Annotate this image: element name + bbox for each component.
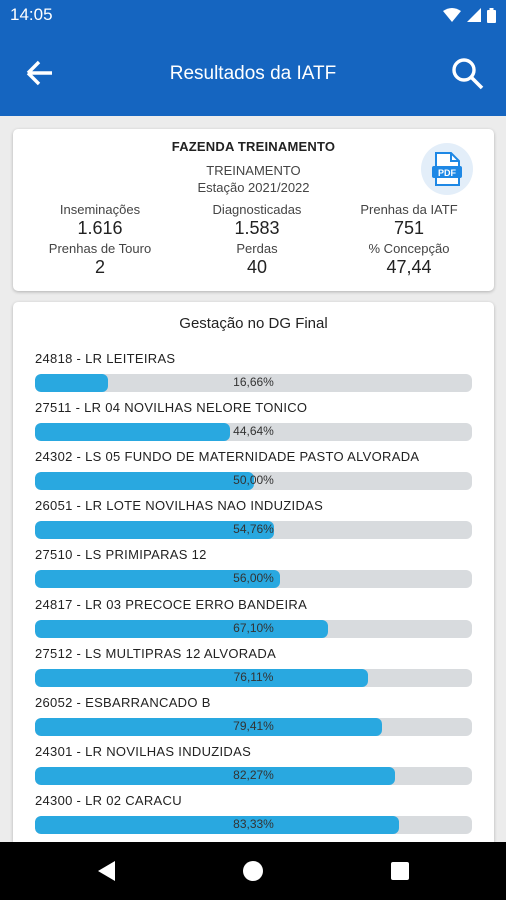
- stat-value: 40: [246, 257, 268, 277]
- list-heading: Gestação no DG Final: [179, 315, 328, 332]
- stat-label: Prenhas de Touro: [48, 241, 152, 256]
- stat-bull-pregnant: Prenhas de Touro 2: [20, 241, 180, 278]
- progress-fill: [35, 374, 108, 392]
- summary-card: FAZENDA TREINAMENTO TREINAMENTO Estação …: [13, 129, 494, 291]
- list-item[interactable]: 27510 - LS PRIMIPARAS 12 56,00%: [35, 547, 472, 596]
- system-navigation-bar: [0, 842, 506, 900]
- farm-name: FAZENDA TREINAMENTO: [171, 139, 336, 154]
- progress-fill: [35, 521, 275, 539]
- group-name: TREINAMENTO: [206, 163, 301, 178]
- progress-track: 50,00%: [35, 472, 472, 490]
- stat-losses: Perdas 40: [177, 241, 337, 278]
- nav-recents-icon[interactable]: [388, 859, 412, 883]
- progress-track: 79,41%: [35, 718, 472, 736]
- progress-track: 16,66%: [35, 374, 472, 392]
- progress-fill: [35, 767, 395, 785]
- list-item[interactable]: 27512 - LS MULTIPRAS 12 ALVORADA 76,11%: [35, 646, 472, 695]
- progress-fill: [35, 472, 254, 490]
- list-item[interactable]: 27511 - LR 04 NOVILHAS NELORE TONICO 44,…: [35, 400, 472, 449]
- stat-label: % Concepção: [368, 241, 450, 256]
- search-icon: [452, 58, 484, 90]
- pdf-icon: PDF: [432, 152, 462, 186]
- nav-back-icon[interactable]: [95, 859, 119, 883]
- progress-fill: [35, 570, 280, 588]
- export-pdf-button[interactable]: PDF: [421, 143, 473, 195]
- stat-value: 751: [393, 218, 425, 238]
- lot-name: 24817 - LR 03 PRECOCE ERRO BANDEIRA: [35, 597, 308, 612]
- list-item[interactable]: 24302 - LS 05 FUNDO DE MATERNIDADE PASTO…: [35, 449, 472, 498]
- lot-name: 26052 - ESBARRANCADO B: [35, 695, 211, 710]
- progress-label: 56,00%: [233, 571, 274, 585]
- nav-home-icon[interactable]: [241, 859, 265, 883]
- lot-name: 24302 - LS 05 FUNDO DE MATERNIDADE PASTO…: [35, 449, 420, 464]
- lot-name: 27510 - LS PRIMIPARAS 12: [35, 547, 207, 562]
- progress-label: 44,64%: [233, 424, 274, 438]
- progress-label: 50,00%: [233, 473, 274, 487]
- page-title: Resultados da IATF: [169, 63, 337, 84]
- back-button[interactable]: [20, 55, 60, 91]
- stat-iatf-pregnant: Prenhas da IATF 751: [329, 202, 489, 239]
- cellular-signal-icon: [467, 8, 481, 22]
- app-bar: Resultados da IATF: [0, 30, 506, 116]
- stat-label: Perdas: [236, 241, 278, 256]
- lot-name: 27512 - LS MULTIPRAS 12 ALVORADA: [35, 646, 277, 661]
- list-item[interactable]: 26051 - LR LOTE NOVILHAS NAO INDUZIDAS 5…: [35, 498, 472, 547]
- list-item[interactable]: 24818 - LR LEITEIRAS 16,66%: [35, 351, 472, 400]
- list-item[interactable]: 24817 - LR 03 PRECOCE ERRO BANDEIRA 67,1…: [35, 597, 472, 646]
- stat-inseminations: Inseminações 1.616: [20, 202, 180, 239]
- lot-name: 27511 - LR 04 NOVILHAS NELORE TONICO: [35, 400, 308, 415]
- stat-label: Prenhas da IATF: [360, 202, 458, 217]
- status-bar: 14:05: [0, 0, 506, 30]
- progress-label: 79,41%: [233, 719, 274, 733]
- battery-icon: [487, 7, 496, 23]
- progress-label: 76,11%: [233, 670, 274, 684]
- progress-track: 54,76%: [35, 521, 472, 539]
- progress-track: 56,00%: [35, 570, 472, 588]
- progress-fill: [35, 816, 400, 834]
- stat-conception-rate: % Concepção 47,44: [329, 241, 489, 278]
- lot-name: 26051 - LR LOTE NOVILHAS NAO INDUZIDAS: [35, 498, 324, 513]
- progress-label: 83,33%: [233, 817, 274, 831]
- stat-label: Inseminações: [59, 202, 141, 217]
- stat-value: 2: [94, 257, 105, 277]
- progress-label: 82,27%: [233, 768, 274, 782]
- progress-track: 76,11%: [35, 669, 472, 687]
- progress-label: 16,66%: [233, 375, 274, 389]
- stat-label: Diagnosticadas: [212, 202, 302, 217]
- season-label: Estação 2021/2022: [197, 180, 310, 195]
- search-button[interactable]: [448, 54, 488, 92]
- stat-value: 47,44: [386, 257, 432, 277]
- progress-track: 82,27%: [35, 767, 472, 785]
- lot-name: 24301 - LR NOVILHAS INDUZIDAS: [35, 744, 252, 759]
- arrow-back-icon: [26, 60, 52, 86]
- progress-label: 67,10%: [233, 621, 274, 635]
- svg-text:PDF: PDF: [438, 168, 457, 178]
- gestation-list-card: Gestação no DG Final 24818 - LR LEITEIRA…: [13, 302, 494, 842]
- stat-value: 1.616: [77, 218, 123, 238]
- list-item[interactable]: 24301 - LR NOVILHAS INDUZIDAS 82,27%: [35, 744, 472, 793]
- list-item[interactable]: 24300 - LR 02 CARACU 83,33%: [35, 793, 472, 842]
- lot-name: 24300 - LR 02 CARACU: [35, 793, 182, 808]
- stat-value: 1.583: [234, 218, 280, 238]
- progress-track: 67,10%: [35, 620, 472, 638]
- progress-fill: [35, 669, 368, 687]
- status-icons: [443, 7, 496, 23]
- progress-fill: [35, 620, 329, 638]
- progress-fill: [35, 718, 383, 736]
- stat-diagnosed: Diagnosticadas 1.583: [177, 202, 337, 239]
- progress-track: 83,33%: [35, 816, 472, 834]
- wifi-icon: [443, 8, 461, 22]
- list-item[interactable]: 26052 - ESBARRANCADO B 79,41%: [35, 695, 472, 744]
- progress-label: 54,76%: [233, 522, 274, 536]
- progress-track: 44,64%: [35, 423, 472, 441]
- status-time: 14:05: [10, 5, 53, 24]
- lot-name: 24818 - LR LEITEIRAS: [35, 351, 176, 366]
- progress-fill: [35, 423, 231, 441]
